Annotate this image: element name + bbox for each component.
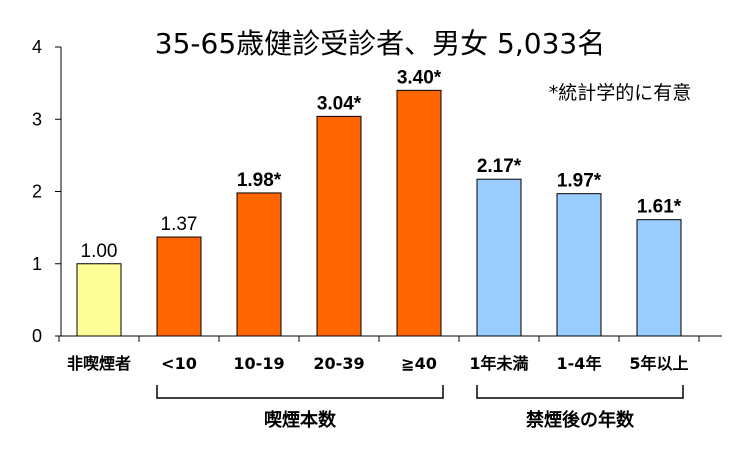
x-tick-label-4: ≧40: [401, 354, 437, 373]
x-tick-label-0: 非喫煙者: [67, 354, 131, 373]
x-tick-label-7: 5年以上: [629, 354, 688, 373]
bar-3: [316, 115, 362, 337]
y-tick-label: 1: [32, 254, 42, 274]
x-tick-label-5: 1年未満: [469, 354, 528, 373]
chart-title: 35-65歳健診受診者、男女 5,033名: [155, 27, 605, 60]
category-groups: 喫煙本数 禁煙後の年数: [156, 385, 684, 431]
group-label-0: 喫煙本数: [264, 409, 337, 431]
bar-5: [476, 178, 522, 337]
data-label-3: 3.04*: [317, 93, 362, 114]
data-label-4: 3.40*: [397, 67, 442, 88]
data-label-1: 1.37: [161, 214, 198, 235]
bars: [76, 89, 682, 337]
x-tick-label-3: 20-39: [313, 354, 364, 373]
x-tick-label-2: 10-19: [233, 354, 284, 373]
x-tick-label-6: 1-4年: [557, 354, 602, 373]
data-label-0: 1.00: [81, 241, 118, 262]
group-bracket-1: [476, 385, 684, 399]
bar-0: [76, 263, 122, 337]
group-bracket-0: [156, 385, 444, 399]
y-tick-label: 2: [32, 182, 42, 202]
group-label-1: 禁煙後の年数: [526, 409, 635, 431]
bar-2: [236, 192, 282, 337]
bar-1: [156, 236, 202, 337]
bar-6: [556, 193, 602, 337]
x-tick-label-1: <10: [161, 354, 197, 373]
bar-7: [636, 219, 682, 337]
data-labels: 1.00 1.37 1.98* 3.04* 3.40* 2.17* 1.97* 1.61*: [81, 67, 682, 261]
y-tick-label: 4: [32, 37, 42, 57]
data-label-2: 1.98*: [237, 170, 282, 191]
y-tick-label: 0: [32, 326, 42, 346]
data-label-6: 1.97*: [557, 171, 602, 192]
significance-note: *統計学的に有意: [549, 82, 692, 104]
data-label-7: 1.61*: [637, 197, 682, 218]
data-label-5: 2.17*: [477, 156, 522, 177]
y-tick-label: 3: [32, 109, 42, 129]
bar-4: [396, 89, 442, 337]
x-tick-labels: 非喫煙者 <10 10-19 20-39 ≧40 1年未満 1-4年 5年以上: [67, 354, 689, 373]
